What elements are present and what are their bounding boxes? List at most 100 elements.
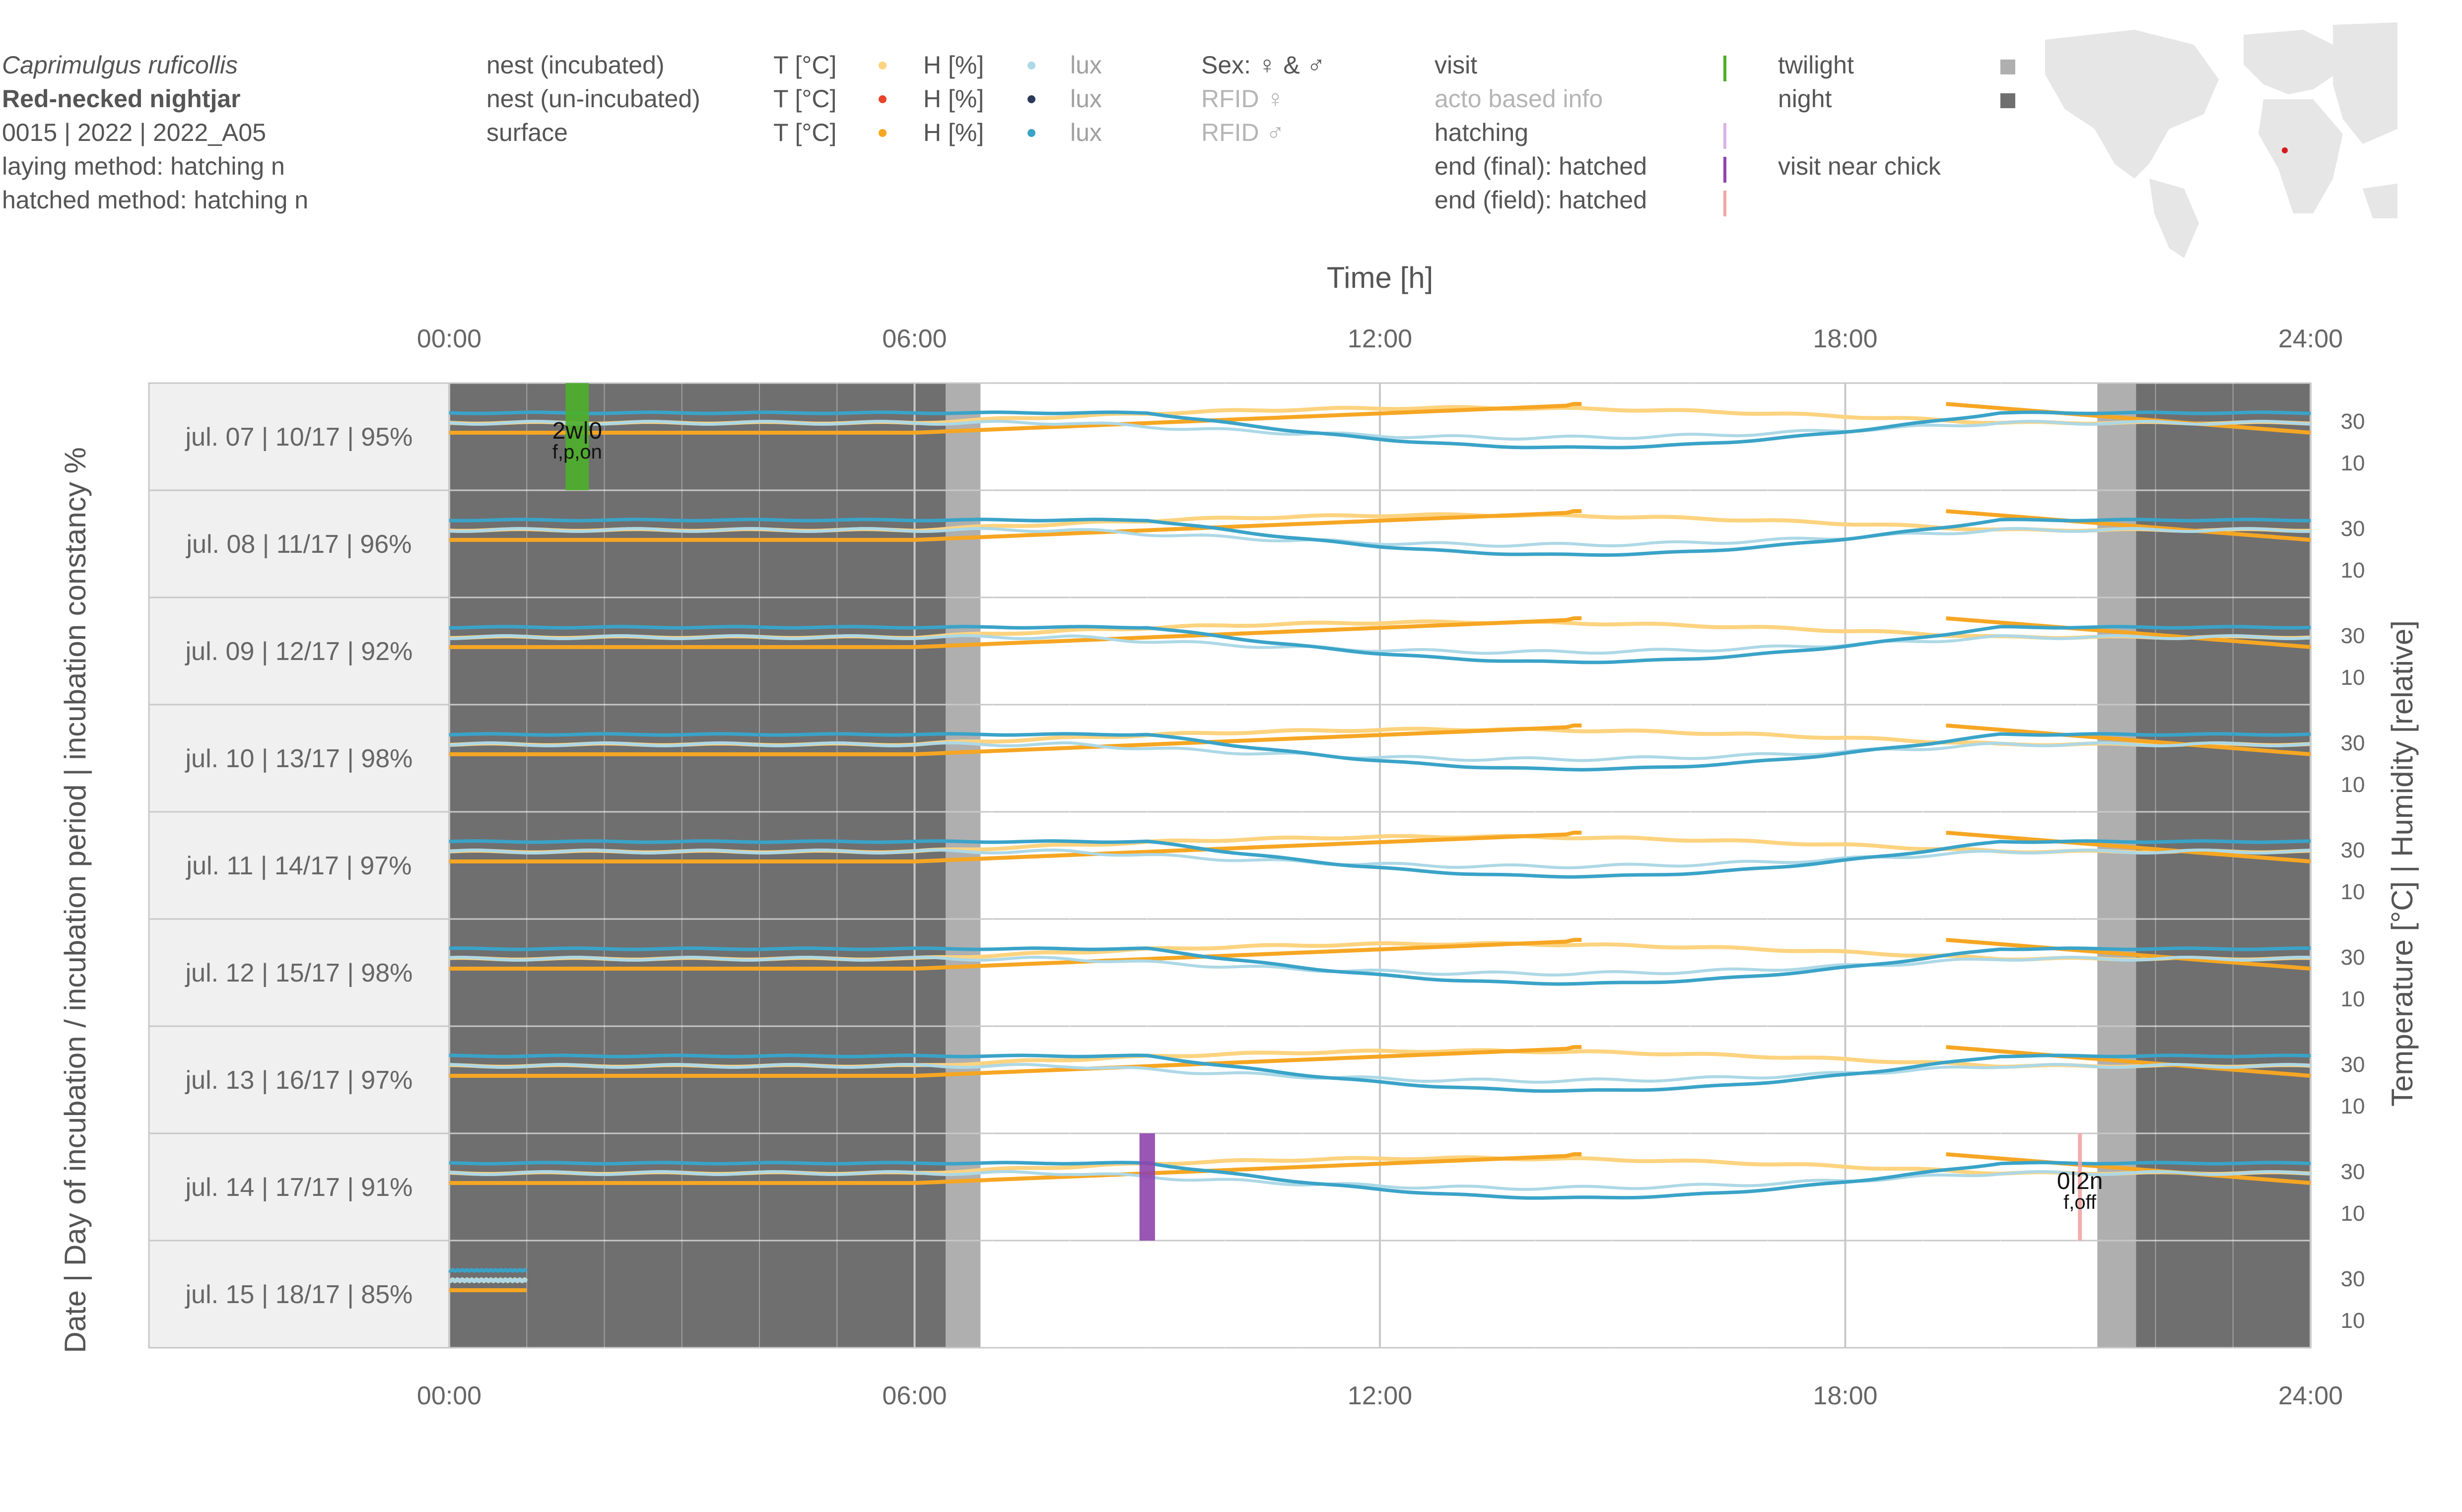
legend-lux: lux — [1070, 119, 1102, 146]
world-map — [2045, 22, 2397, 258]
y-tick-label: 10 — [2341, 1094, 2365, 1118]
legend-t: T [°C] — [773, 51, 836, 79]
surface-humidity-line — [448, 1268, 529, 1273]
nest-humidity-line — [449, 956, 2311, 977]
x-tick-label: 24:00 — [2278, 325, 2343, 353]
night-band — [2136, 1026, 2311, 1133]
surface-temperature-line — [1946, 402, 2311, 435]
legend-event-end-final: end (final): hatched — [1435, 152, 1647, 180]
twilight-band — [2097, 812, 2136, 919]
night-band — [2136, 383, 2311, 490]
legend-h-dot — [1027, 129, 1035, 137]
night-band — [2136, 597, 2311, 705]
legend-sex: Sex: ♀ & ♂ — [1201, 51, 1325, 79]
surface-temperature-line — [1946, 938, 2311, 971]
surface-humidity-line — [449, 946, 2311, 986]
row-label: jul. 13 | 16/17 | 97% — [185, 1066, 413, 1095]
header: Caprimulgus ruficollis Red-necked nightj… — [2, 51, 308, 214]
row-label: jul. 10 | 13/17 | 98% — [185, 744, 413, 773]
twilight-band — [946, 383, 981, 490]
night-band — [2136, 919, 2311, 1026]
night-band — [449, 383, 946, 490]
hatched-method: hatched method: hatching n — [2, 186, 308, 214]
night-band — [449, 919, 946, 1026]
row-label: jul. 11 | 14/17 | 97% — [186, 852, 412, 880]
event-label: 2w|0 — [552, 418, 603, 444]
legend-t-dot — [879, 95, 887, 103]
event-marker — [2078, 1133, 2082, 1241]
legend-t: T [°C] — [773, 85, 836, 113]
surface-humidity-line — [449, 732, 2311, 772]
twilight-band — [2097, 1133, 2136, 1241]
legend-twilight-swatch — [2000, 60, 2015, 74]
night-band — [2136, 812, 2311, 919]
y-tick-label: 30 — [2341, 624, 2365, 648]
y-tick-label: 30 — [2341, 1052, 2365, 1077]
twilight-band — [2097, 490, 2136, 597]
nest-humidity-line — [449, 634, 2311, 655]
map-australia — [2363, 184, 2397, 218]
legend-h-dot — [1027, 62, 1035, 69]
legend-h: H [%] — [923, 85, 984, 113]
row-label-box — [148, 1025, 450, 1134]
twilight-band — [946, 1241, 981, 1348]
event-sublabel: f,p,on — [552, 441, 602, 463]
surface-temperature-line — [449, 402, 1582, 435]
row-label: jul. 08 | 11/17 | 96% — [186, 530, 412, 559]
surface-humidity-line — [449, 1161, 2311, 1200]
y-tick-label: 10 — [2341, 665, 2365, 690]
map-north-america — [2045, 30, 2219, 179]
twilight-band — [946, 490, 981, 597]
row-label-box — [148, 382, 450, 491]
x-tick-label: 06:00 — [882, 325, 947, 353]
legend-visit-near-chick: visit near chick — [1778, 152, 1941, 180]
y-tick-label: 10 — [2341, 451, 2365, 475]
legend-row-label: nest (un-incubated) — [486, 85, 700, 113]
surface-temperature-line — [449, 1152, 1582, 1185]
x-tick-label: 12:00 — [1348, 325, 1412, 353]
row-label-box — [148, 489, 450, 598]
legend-lux: lux — [1070, 51, 1102, 79]
surface-temperature-line — [449, 938, 1582, 971]
surface-temperature-line — [1946, 616, 2311, 649]
row-label-box — [148, 918, 450, 1027]
twilight-band — [946, 597, 981, 705]
legend-t: T [°C] — [773, 119, 836, 146]
surface-humidity-line — [449, 410, 2311, 450]
y-tick-label: 10 — [2341, 880, 2365, 904]
night-band — [449, 705, 946, 812]
surface-temperature-line — [449, 509, 1582, 542]
legend-h: H [%] — [923, 51, 984, 79]
map-africa — [2258, 99, 2343, 213]
night-band — [2136, 490, 2311, 597]
twilight-band — [946, 1133, 981, 1241]
surface-humidity-line — [449, 839, 2311, 879]
surface-temperature-line — [449, 616, 1582, 649]
y-tick-label: 10 — [2341, 1309, 2365, 1333]
y-tick-label: 30 — [2341, 838, 2365, 862]
twilight-band — [2097, 919, 2136, 1026]
nest-humidity-line — [449, 741, 2311, 762]
nest-humidity-line — [449, 1170, 2311, 1191]
record-ids: 0015 | 2022 | 2022_A05 — [2, 119, 266, 146]
surface-temperature-line — [1946, 509, 2311, 542]
row-label-box — [148, 811, 450, 920]
night-band — [449, 812, 946, 919]
legend-event-visit: visit — [1435, 51, 1477, 79]
twilight-band — [946, 1026, 981, 1133]
night-band — [2136, 705, 2311, 812]
twilight-band — [2097, 383, 2136, 490]
surface-temperature-line — [449, 831, 1582, 863]
map-asia — [2333, 22, 2397, 144]
y-tick-label: 30 — [2341, 945, 2365, 970]
y-tick-label: 30 — [2341, 409, 2365, 434]
twilight-band — [2097, 1241, 2136, 1348]
row-label-box — [148, 596, 450, 706]
night-band — [449, 597, 946, 705]
y-tick-label: 30 — [2341, 517, 2365, 541]
map-europe — [2244, 30, 2343, 94]
legend-night: night — [1778, 85, 1832, 113]
surface-humidity-line — [449, 518, 2311, 557]
row-label: jul. 12 | 15/17 | 98% — [185, 959, 413, 987]
